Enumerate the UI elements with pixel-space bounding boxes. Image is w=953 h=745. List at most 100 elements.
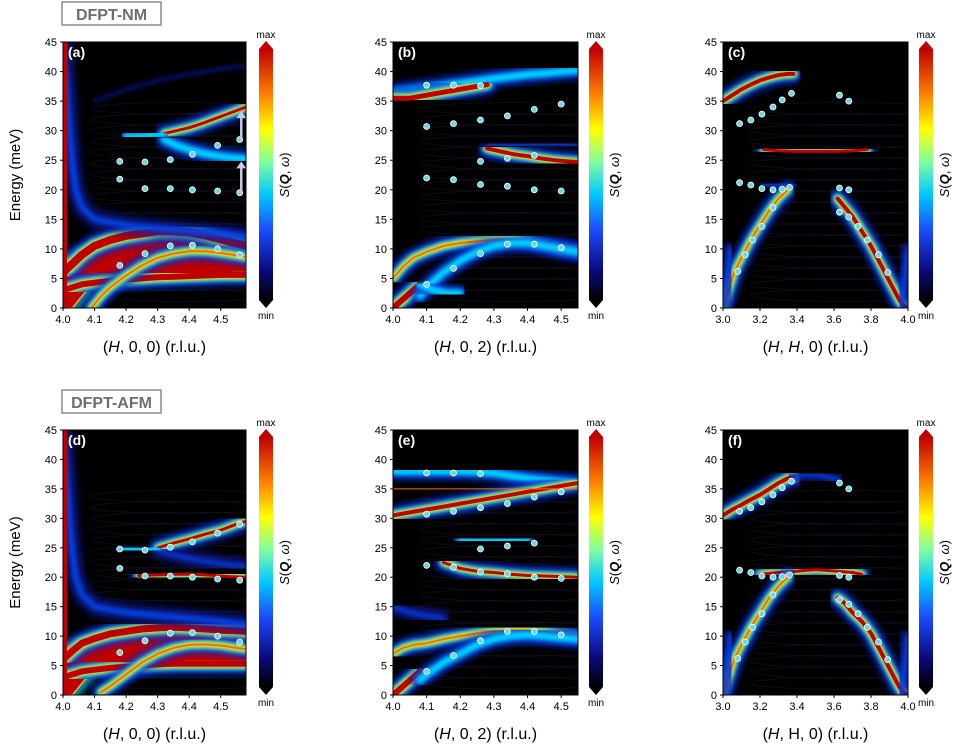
data-point	[769, 186, 777, 194]
y-axis: 0 5 10 15 20 25 30 35 40 45	[705, 425, 723, 702]
ripple	[420, 599, 578, 613]
y-tick-label: 45	[45, 425, 57, 437]
x-tick-label: 3.4	[789, 701, 804, 713]
data-point	[778, 484, 786, 492]
x-tick-label: 3.8	[863, 314, 878, 326]
data-point	[845, 213, 853, 221]
data-point	[836, 208, 843, 216]
x-tick-label: 4.1	[87, 701, 102, 713]
data-point	[188, 538, 196, 546]
data-point	[769, 591, 777, 599]
colorbar-title: S(Q, ω)	[937, 540, 952, 585]
x-tick-label: 4.3	[486, 701, 501, 713]
y-tick-label: 45	[375, 37, 387, 49]
data-point	[741, 638, 749, 646]
y-tick-label: 10	[45, 631, 57, 643]
data-point	[884, 269, 892, 276]
y-tick-label: 10	[705, 244, 717, 256]
colorbar-max-label: max	[587, 418, 606, 429]
x-tick-label: 4.5	[213, 701, 228, 713]
branch-layer	[456, 535, 531, 545]
y-axis: 0 5 10 15 20 25 30 35 40 45	[375, 37, 393, 315]
y-tick-label: 5	[381, 661, 387, 673]
dispersion-branch	[452, 530, 536, 549]
colorbar-max-label: max	[917, 30, 936, 41]
colorbar-title: S(Q, ω)	[607, 153, 622, 198]
ripple	[750, 289, 908, 302]
data-point	[423, 174, 431, 182]
data-point	[503, 112, 511, 120]
data-point	[141, 158, 149, 166]
data-point	[477, 250, 484, 258]
y-tick-label: 5	[711, 661, 717, 673]
y-tick-label: 30	[45, 513, 57, 525]
data-point	[736, 507, 743, 515]
x-tick-label: 3.0	[715, 701, 730, 713]
branch-layer	[723, 246, 733, 308]
ripple	[420, 201, 578, 214]
branch-layer	[723, 475, 796, 518]
y-axis-label: Energy (meV)	[7, 129, 24, 222]
y-tick-label: 15	[705, 214, 717, 226]
data-point	[863, 236, 871, 244]
data-point	[423, 123, 431, 130]
y-tick-label: 45	[705, 425, 717, 437]
y-tick-label: 40	[705, 67, 717, 79]
data-point	[450, 120, 457, 127]
data-point	[736, 120, 743, 127]
data-point	[477, 157, 484, 165]
colorbar-min-label: min	[258, 311, 274, 322]
data-point	[477, 181, 484, 188]
branch-layer	[898, 634, 908, 695]
dispersion-branch	[150, 543, 246, 575]
ripple	[420, 267, 578, 280]
y-tick-label: 40	[375, 67, 387, 79]
y-tick-label: 5	[51, 661, 57, 673]
data-point	[214, 632, 222, 640]
data-point	[141, 546, 149, 554]
dispersion-branch	[111, 539, 166, 559]
ripple	[750, 256, 908, 269]
colorbar-top-cap	[589, 41, 603, 49]
data-point	[836, 91, 843, 99]
branch-layer	[93, 64, 246, 103]
section-label-afm: DFPT-AFM	[61, 389, 162, 414]
data-point	[778, 185, 786, 193]
x-tick-label: 4.0	[385, 314, 400, 326]
section-title-nm: DFPT-NM	[76, 7, 147, 24]
left-edge-intensity	[63, 430, 67, 695]
data-point	[141, 637, 149, 645]
ripple	[750, 267, 908, 280]
data-point	[747, 116, 755, 124]
arrow-head	[236, 161, 247, 169]
y-tick-label: 35	[375, 484, 387, 496]
data-point	[503, 570, 511, 578]
data-point	[423, 668, 431, 675]
branch-layer	[122, 130, 168, 141]
dispersion-branch	[892, 628, 908, 695]
left-edge-intensity	[63, 42, 67, 308]
data-point	[214, 529, 222, 537]
data-point	[769, 103, 777, 111]
data-point	[769, 491, 777, 499]
y-tick-label: 10	[375, 631, 387, 643]
x-axis-label: (H, 0, 2) (r.l.u.)	[434, 726, 537, 743]
dispersion-branch	[63, 264, 246, 301]
data-point	[477, 545, 484, 553]
x-axis: 3.0 3.2 3.4 3.6 3.8 4.0 (H, H, 0) (r.l.u.)	[715, 308, 916, 356]
branch-layer	[762, 148, 869, 153]
data-point	[845, 485, 853, 493]
y-tick-label: 20	[375, 185, 387, 197]
data-point	[786, 183, 793, 191]
branch-layer	[63, 623, 246, 664]
y-tick-label: 35	[705, 96, 717, 108]
x-tick-label: 4.2	[453, 314, 468, 326]
y-tick-label: 40	[375, 454, 387, 466]
branch-layer	[723, 634, 733, 695]
intensity-map	[63, 42, 246, 308]
x-tick-label: 4.2	[118, 314, 133, 326]
data-point	[477, 637, 484, 645]
data-point	[166, 185, 174, 193]
data-point	[875, 638, 882, 646]
